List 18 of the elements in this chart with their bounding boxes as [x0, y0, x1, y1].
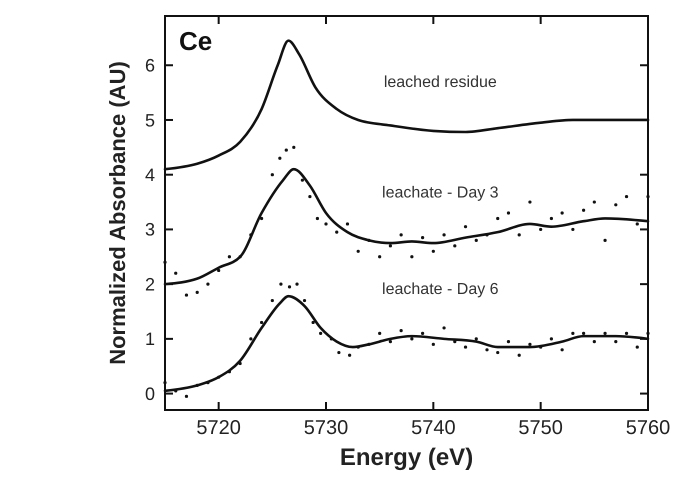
y-tick-label: 1 [144, 329, 155, 350]
x-tick-label: 5720 [196, 417, 241, 439]
text: leachate - Day 6 [382, 281, 499, 298]
series-label: leachate - Day 3 [382, 184, 499, 202]
x-tick-label: 5740 [411, 417, 456, 439]
y-tick-label: 0 [144, 384, 155, 404]
y-tick-label: 4 [144, 164, 155, 185]
x-tick-label: 5750 [518, 417, 563, 439]
annotation: Ce [179, 26, 212, 56]
y-tick-label: 5 [144, 110, 155, 130]
text: leached residue [384, 74, 497, 91]
y-tick-label: 3 [144, 220, 155, 240]
x-axis-title: Energy (eV) [340, 444, 474, 471]
y-tick-label: 6 [144, 56, 155, 76]
y-axis-title: Normalized Absorbance (AU) [105, 61, 130, 365]
y-tick-label: 2 [144, 274, 155, 294]
x-tick-label: 5730 [304, 417, 348, 439]
x-tick-label: 5760 [626, 417, 670, 439]
